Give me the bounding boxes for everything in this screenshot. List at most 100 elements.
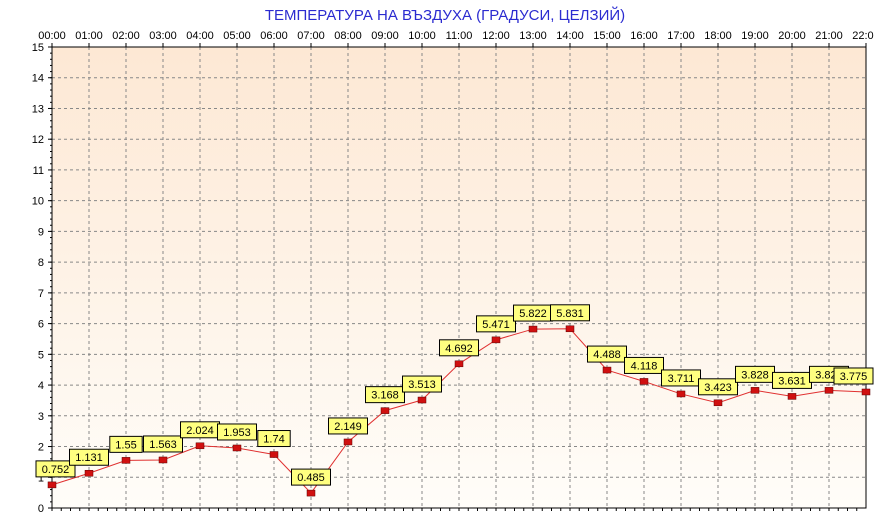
chart-title: ТЕМПЕРАТУРА НА ВЪЗДУХА (ГРАДУСИ, ЦЕЛЗИЙ): [265, 6, 625, 24]
data-point-marker: [491, 336, 501, 344]
data-label-box: [476, 315, 516, 333]
data-label: 3.631: [778, 375, 806, 387]
data-point-marker: [602, 366, 612, 374]
data-label-box: [587, 345, 627, 363]
y-tick-label: 10: [32, 196, 44, 208]
data-label: 1.74: [263, 434, 284, 446]
x-tick-label: 18:00: [704, 30, 732, 42]
data-label: 0.752: [42, 464, 70, 476]
data-label-box: [257, 430, 291, 448]
y-tick-label: 4: [38, 380, 44, 392]
y-tick-label: 5: [38, 349, 44, 361]
data-point-marker: [269, 451, 279, 458]
data-label: 4.488: [593, 349, 621, 361]
y-tick-label: 12: [32, 134, 44, 146]
y-tick-label: 13: [32, 103, 44, 115]
x-tick-label: 22:00: [852, 30, 874, 42]
y-tick-label: 6: [38, 319, 44, 331]
data-point-marker: [47, 481, 57, 489]
data-point-marker: [417, 396, 427, 404]
x-tick-label: 15:00: [593, 30, 621, 42]
data-label: 3.168: [371, 390, 399, 402]
data-label: 3.711: [668, 373, 695, 385]
data-label: 5.831: [556, 308, 584, 320]
data-label-box: [550, 304, 590, 322]
data-label: 1.563: [149, 439, 177, 451]
data-point-marker: [787, 393, 797, 400]
x-tick-label: 06:00: [260, 30, 288, 42]
data-point-marker: [824, 387, 834, 394]
data-point-marker: [195, 442, 205, 450]
x-tick-label: 21:00: [815, 30, 843, 42]
data-label: 4.118: [631, 360, 658, 372]
data-point-marker: [343, 438, 353, 446]
data-label-box: [217, 423, 257, 441]
data-point-marker: [454, 360, 464, 368]
x-tick-label: 11:00: [446, 30, 473, 42]
data-label-box: [35, 460, 76, 478]
data-label-box: [328, 417, 368, 435]
data-label: 3.828: [741, 369, 769, 381]
data-label: 3.513: [408, 379, 436, 391]
x-tick-label: 09:00: [371, 30, 399, 42]
data-point-marker: [713, 399, 723, 407]
x-tick-label: 12:00: [482, 30, 510, 42]
data-label: 1.953: [223, 427, 251, 439]
data-label: 0.485: [297, 472, 325, 484]
data-label: 5.471: [482, 319, 510, 331]
data-label-box: [698, 378, 738, 396]
data-point-marker: [306, 489, 316, 497]
data-label-box: [365, 386, 405, 404]
data-point-marker: [528, 325, 538, 333]
x-tick-label: 08:00: [334, 30, 362, 42]
y-tick-label: 3: [38, 411, 44, 423]
data-point-marker: [232, 444, 242, 452]
data-label: 3.423: [704, 382, 732, 394]
plot-frame: [51, 46, 867, 509]
data-label-box: [402, 375, 442, 393]
x-tick-label: 05:00: [223, 30, 251, 42]
x-tick-label: 19:00: [741, 30, 769, 42]
x-tick-label: 20:00: [778, 30, 806, 42]
y-tick-label: 1: [38, 472, 44, 484]
y-tick-label: 11: [33, 165, 44, 177]
data-point-marker: [380, 407, 390, 414]
data-point-marker: [750, 387, 760, 394]
data-label: 5.822: [519, 308, 547, 320]
data-point-marker: [158, 456, 168, 464]
x-tick-label: 17:00: [667, 30, 695, 42]
data-label: 1.55: [115, 439, 136, 451]
y-tick-label: 2: [38, 442, 44, 454]
data-label: 3.775: [840, 371, 868, 383]
data-label: 4.692: [445, 343, 473, 355]
data-label-box: [109, 435, 143, 453]
data-label-box: [143, 435, 183, 453]
x-tick-label: 04:00: [186, 30, 214, 42]
data-label-box: [291, 468, 331, 486]
x-tick-label: 03:00: [149, 30, 177, 42]
y-tick-label: 0: [38, 503, 44, 515]
data-labels: 0.752 1.131 1.55 1.563 2.024 1.953 1.74 0.485 2.…: [35, 304, 874, 486]
y-tick-label: 8: [38, 257, 44, 269]
x-tick-label: 16:00: [630, 30, 658, 42]
x-tick-label: 10:00: [408, 30, 436, 42]
y-tick-label: 15: [32, 42, 44, 54]
data-label-box: [661, 369, 701, 387]
data-label-box: [833, 367, 874, 385]
data-point-marker: [121, 457, 131, 464]
data-point-marker: [565, 325, 575, 333]
data-point-marker: [861, 388, 871, 396]
x-tick-label: 00:00: [38, 30, 66, 42]
data-point-marker: [676, 390, 686, 398]
y-tick-label: 14: [32, 73, 44, 85]
x-tick-label: 02:00: [112, 30, 140, 42]
data-label: 1.131: [75, 452, 103, 464]
data-point-marker: [639, 378, 649, 385]
x-tick-label: 07:00: [297, 30, 325, 42]
data-label-box: [624, 356, 664, 374]
x-tick-label: 13:00: [519, 30, 547, 42]
series-line: [47, 325, 871, 497]
